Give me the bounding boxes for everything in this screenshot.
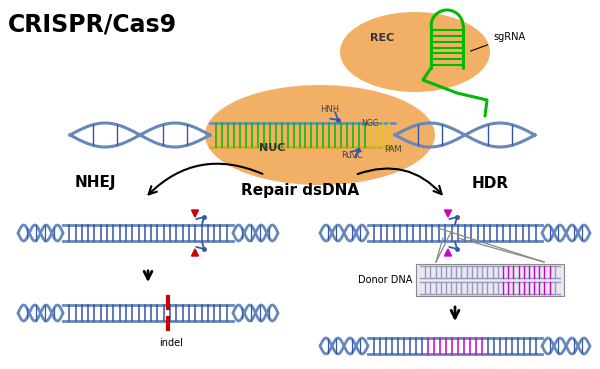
Text: PAM: PAM: [384, 145, 402, 154]
FancyBboxPatch shape: [416, 264, 564, 296]
Text: NHEJ: NHEJ: [74, 176, 116, 190]
Polygon shape: [191, 249, 199, 256]
FancyArrowPatch shape: [358, 169, 442, 194]
Text: indel: indel: [159, 338, 183, 348]
Text: HDR: HDR: [472, 176, 509, 190]
Text: REC: REC: [370, 33, 394, 43]
Ellipse shape: [340, 12, 490, 92]
Polygon shape: [445, 249, 452, 256]
FancyArrowPatch shape: [149, 164, 262, 194]
Text: NGG: NGG: [361, 119, 379, 128]
Text: sgRNA: sgRNA: [470, 32, 525, 51]
Ellipse shape: [205, 85, 435, 185]
Text: Repair dsDNA: Repair dsDNA: [241, 183, 359, 199]
Text: RuvC: RuvC: [341, 151, 363, 160]
Text: HNH: HNH: [320, 105, 340, 114]
Text: CRISPR/Cas9: CRISPR/Cas9: [8, 12, 177, 36]
Polygon shape: [191, 210, 199, 217]
Text: Donor DNA: Donor DNA: [358, 275, 412, 285]
Text: NUC: NUC: [259, 143, 285, 153]
Polygon shape: [445, 210, 452, 217]
